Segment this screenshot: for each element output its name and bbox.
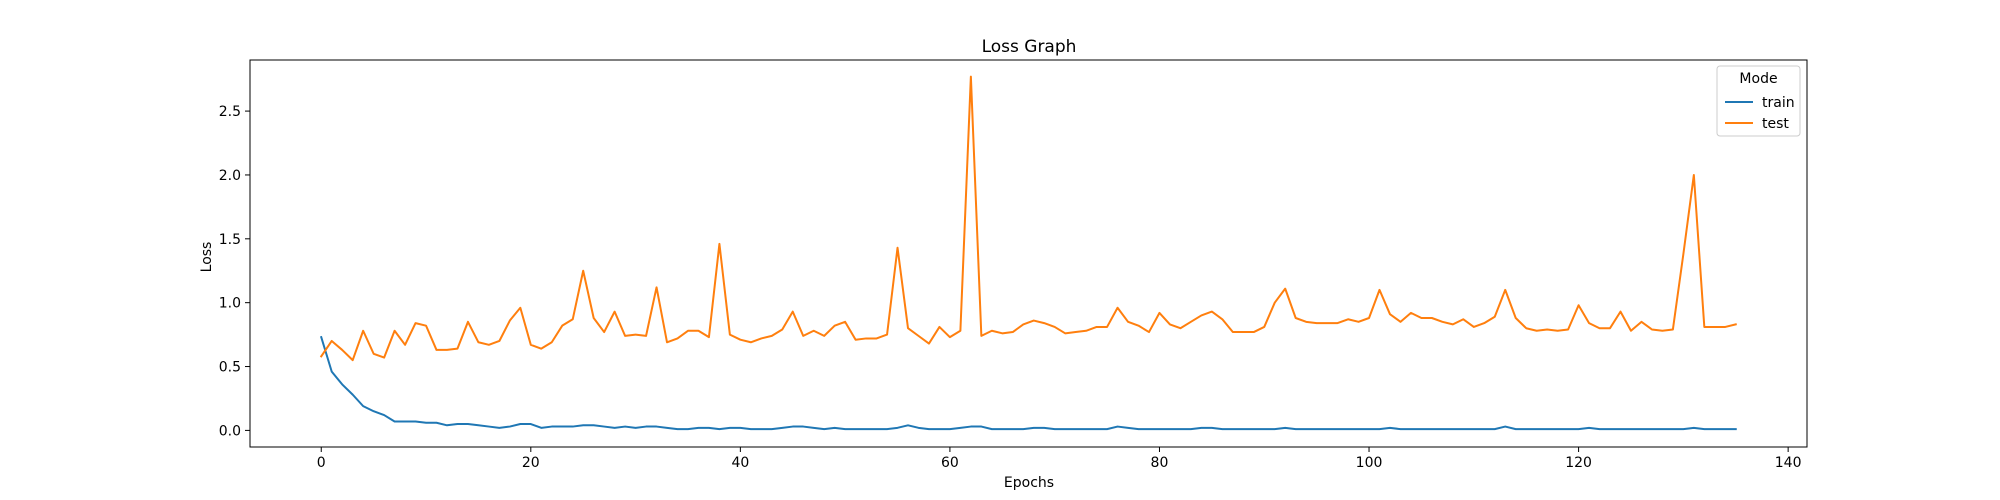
x-tick-label: 120 (1565, 455, 1592, 471)
y-tick-label: 2.5 (219, 104, 241, 120)
series-line-test (319, 75, 1737, 362)
y-tick-label: 1.5 (219, 232, 241, 248)
x-tick-label: 80 (1151, 455, 1169, 471)
y-tick-label: 1.0 (219, 296, 241, 312)
legend-label-train: train (1762, 95, 1795, 111)
x-tick-label: 60 (941, 455, 959, 471)
x-tick-label: 100 (1356, 455, 1383, 471)
axes-frame (249, 59, 1808, 448)
x-tick-label: 20 (522, 455, 540, 471)
legend: Mode train test (1716, 65, 1801, 137)
y-axis-label: Loss (199, 242, 215, 273)
y-tick-label: 0.0 (219, 423, 241, 439)
x-tick-label: 140 (1775, 455, 1802, 471)
x-tick-label: 40 (731, 455, 749, 471)
y-tick-label: 2.0 (219, 168, 241, 184)
legend-label-test: test (1762, 116, 1789, 132)
legend-box (1716, 65, 1801, 137)
x-axis-label: Epochs (1004, 475, 1054, 491)
legend-title: Mode (1739, 71, 1777, 87)
plot-area: 0 20 40 60 80 100 120 140 0.0 0.5 1.0 1.5 2.0 2.5 (219, 59, 1808, 471)
y-tick-label: 0.5 (219, 360, 241, 376)
chart-title: Loss Graph (982, 37, 1077, 57)
x-tick-label: 0 (317, 455, 326, 471)
series-line-train (320, 335, 1737, 431)
